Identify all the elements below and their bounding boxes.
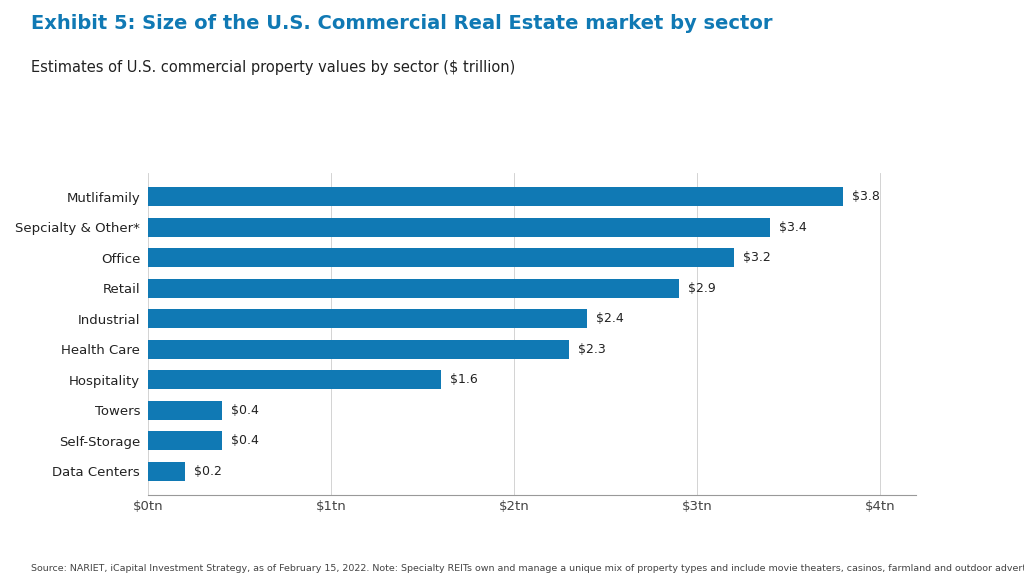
- Text: $3.8: $3.8: [852, 191, 881, 203]
- Bar: [148, 340, 569, 359]
- Text: $2.3: $2.3: [579, 343, 606, 356]
- Text: $2.9: $2.9: [688, 282, 716, 295]
- Text: $0.4: $0.4: [230, 404, 259, 417]
- Bar: [148, 401, 221, 420]
- Bar: [148, 187, 844, 206]
- Text: Estimates of U.S. commercial property values by sector ($ trillion): Estimates of U.S. commercial property va…: [31, 60, 515, 75]
- Bar: [148, 279, 679, 298]
- Text: Exhibit 5: Size of the U.S. Commercial Real Estate market by sector: Exhibit 5: Size of the U.S. Commercial R…: [31, 14, 772, 33]
- Text: $1.6: $1.6: [451, 373, 478, 386]
- Bar: [148, 462, 185, 481]
- Bar: [148, 248, 733, 267]
- Text: $3.2: $3.2: [742, 251, 770, 264]
- Bar: [148, 309, 588, 328]
- Text: $0.2: $0.2: [195, 465, 222, 478]
- Bar: [148, 431, 221, 450]
- Text: $3.4: $3.4: [779, 221, 807, 234]
- Text: $0.4: $0.4: [230, 434, 259, 448]
- Text: $2.4: $2.4: [596, 312, 625, 325]
- Bar: [148, 370, 441, 389]
- Bar: [148, 218, 770, 237]
- Text: Source: NARIET, iCapital Investment Strategy, as of February 15, 2022. Note: Spe: Source: NARIET, iCapital Investment Stra…: [31, 564, 1024, 573]
